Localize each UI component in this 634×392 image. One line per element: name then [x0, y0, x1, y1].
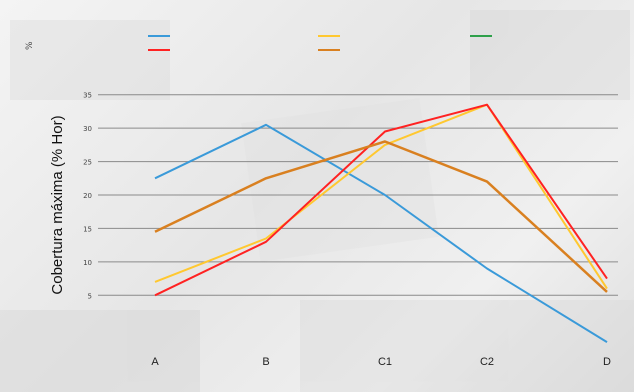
- x-tick-label: A: [151, 356, 159, 368]
- x-axis-ticks: A B C1 C2 D: [151, 356, 611, 368]
- series-line: [154, 140, 608, 293]
- x-tick-label: B: [262, 356, 269, 368]
- series-line: [154, 123, 608, 343]
- x-tick-label: C1: [378, 356, 392, 368]
- gridlines: [98, 94, 618, 296]
- corner-label: %: [25, 41, 35, 50]
- y-tick-label: 15: [83, 225, 92, 233]
- y-tick-label: 5: [88, 292, 92, 300]
- y-tick-label: 35: [83, 92, 92, 100]
- x-tick-label: D: [603, 356, 611, 368]
- y-tick-label: 30: [83, 125, 92, 133]
- series-line: [154, 103, 608, 297]
- x-tick-label: C2: [480, 356, 494, 368]
- series-line: [154, 103, 608, 290]
- series-lines: [154, 103, 608, 343]
- y-tick-label: 20: [83, 192, 92, 200]
- y-tick-label: 25: [83, 159, 92, 167]
- y-tick-label: 10: [83, 259, 92, 267]
- y-axis-ticks: 5 10 15 20 25 30 35: [83, 92, 92, 301]
- legend: [148, 35, 492, 51]
- y-axis-label: Cobertura máxima (% Hor): [49, 115, 66, 294]
